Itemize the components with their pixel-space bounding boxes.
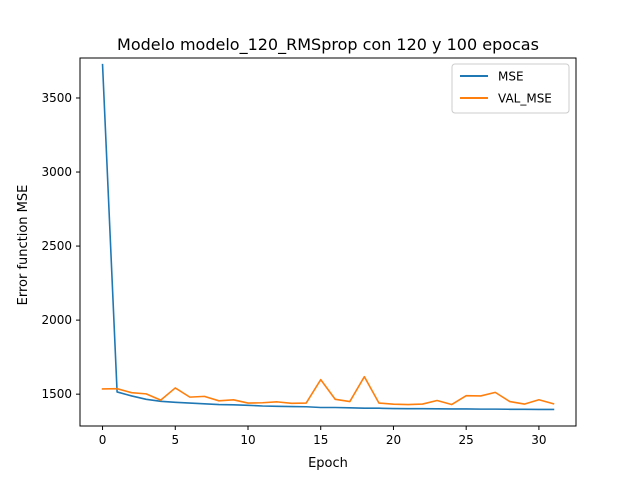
x-tick-label: 10	[240, 433, 255, 447]
y-tick-label: 1500	[41, 387, 72, 401]
series-lines	[101, 63, 555, 411]
x-tick-label: 30	[531, 433, 546, 447]
y-tick-label: 2500	[41, 239, 72, 253]
y-tick-label: 3000	[41, 165, 72, 179]
x-tick-label: 0	[99, 433, 107, 447]
y-tick-label: 2000	[41, 313, 72, 327]
x-tick-label: 5	[171, 433, 179, 447]
y-axis-label: Error function MSE	[16, 185, 31, 306]
legend: MSE VAL_MSE	[451, 63, 570, 114]
legend-label: VAL_MSE	[498, 92, 552, 106]
axes-frame	[79, 57, 577, 427]
series-line-mse	[101, 63, 555, 411]
legend-label: MSE	[498, 70, 524, 84]
x-tick-label: 25	[459, 433, 474, 447]
x-axis-ticks: 0 5 10 15 20 25 30	[99, 426, 547, 447]
x-axis-label: Epoch	[308, 456, 348, 471]
series-line-val-mse	[101, 375, 555, 406]
x-tick-label: 20	[386, 433, 401, 447]
x-tick-label: 15	[313, 433, 328, 447]
y-axis-ticks: 1500 2000 2500 3000 3500	[41, 91, 80, 401]
chart-title: Modelo modelo_120_RMSprop con 120 y 100 …	[117, 35, 539, 55]
y-tick-label: 3500	[41, 91, 72, 105]
